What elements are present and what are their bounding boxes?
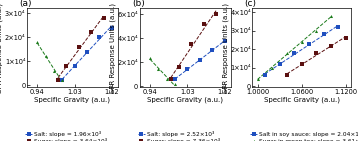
Y-axis label: SPR Response Units (a.u.): SPR Response Units (a.u.) [110, 3, 116, 93]
X-axis label: Specific Gravity (a.u.): Specific Gravity (a.u.) [34, 96, 111, 103]
Text: (b): (b) [132, 0, 145, 8]
Text: (c): (c) [245, 0, 257, 8]
X-axis label: Specific Gravity (a.u.): Specific Gravity (a.u.) [147, 96, 223, 103]
Legend: Salt: slope = 1.96×10³, Sugar: slope = 3.64×10³, Ethanol: slope = −3.98×10³: Salt: slope = 1.96×10³, Sugar: slope = 3… [25, 131, 117, 141]
Legend: Salt in soy sauce: slope = 2.04×10³, Sugar in green tea: slope = 3.61×10³, Sugar: Salt in soy sauce: slope = 2.04×10³, Sug… [250, 131, 358, 141]
Legend: Salt: slope = 2.52×10³, Sugar: slope = 7.36×10³, Ethanol: slope = −5.43×10³: Salt: slope = 2.52×10³, Sugar: slope = 7… [138, 131, 230, 141]
Text: (a): (a) [20, 0, 32, 8]
Y-axis label: SPR Response Units (a.u.): SPR Response Units (a.u.) [0, 3, 4, 93]
X-axis label: Specific Gravity (a.u.): Specific Gravity (a.u.) [263, 96, 340, 103]
Y-axis label: SPR Response Units (a.u.): SPR Response Units (a.u.) [222, 3, 229, 93]
